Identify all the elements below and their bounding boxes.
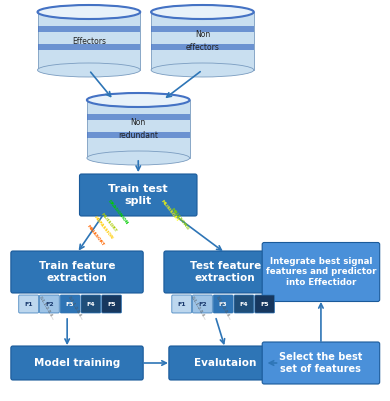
Text: MAIASORT: MAIASORT [86,224,105,247]
Text: Integrate best signal
features and predictor
into Effectidor: Integrate best signal features and predi… [266,257,376,287]
Text: effectors: effectors [186,43,219,53]
FancyBboxPatch shape [164,251,286,293]
Text: F3: F3 [219,302,227,306]
FancyBboxPatch shape [11,251,143,293]
FancyBboxPatch shape [60,295,80,313]
FancyBboxPatch shape [255,295,275,313]
Text: F4: F4 [87,302,95,306]
Text: redundant: redundant [118,132,158,140]
FancyBboxPatch shape [11,346,143,380]
Text: F3: F3 [66,302,74,306]
Text: F2: F2 [198,302,207,306]
Text: Effectors: Effectors [72,36,106,45]
Ellipse shape [37,63,140,77]
FancyBboxPatch shape [19,295,39,313]
Text: F1: F1 [177,302,186,306]
Text: Select the best
set of features: Select the best set of features [279,352,363,374]
Text: DRAGONION: DRAGONION [106,200,128,226]
Text: Train feature
extraction: Train feature extraction [39,261,115,283]
Text: Non: Non [195,30,210,38]
Bar [151,12,254,70]
Text: MLISISORT: MLISISORT [160,199,180,223]
Bar [87,114,190,120]
FancyBboxPatch shape [262,342,380,384]
Bar [151,44,254,50]
Text: Model training: Model training [34,358,120,368]
Text: 0,1,1,2,0,4,..: 0,1,1,2,0,4,.. [215,295,232,321]
Text: HOPASSION: HOPASSION [93,215,113,240]
Text: 0,1,1,2,0,4,..: 0,1,1,2,0,4,.. [37,295,55,321]
Text: F2: F2 [45,302,54,306]
Ellipse shape [87,93,190,107]
Ellipse shape [151,5,254,19]
FancyBboxPatch shape [102,295,121,313]
FancyBboxPatch shape [213,295,233,313]
Bar [151,26,254,32]
Bar [37,12,140,70]
Text: F5: F5 [261,302,269,306]
Text: MAIASONG: MAIASONG [170,207,190,231]
FancyBboxPatch shape [169,346,282,380]
Text: Evalutaion: Evalutaion [194,358,256,368]
Text: Train test
split: Train test split [108,184,168,206]
Text: 0,1,1,2,0,4,..: 0,1,1,2,0,4,.. [67,295,84,321]
Text: Non: Non [131,117,146,127]
Bar [37,26,140,32]
Text: Test feature
extraction: Test feature extraction [190,261,261,283]
Text: 0,1,1,2,0,4,..: 0,1,1,2,0,4,.. [190,295,207,321]
Text: F5: F5 [107,302,116,306]
Text: F4: F4 [239,302,248,306]
Ellipse shape [37,5,140,19]
Ellipse shape [87,151,190,165]
Bar [87,132,190,138]
FancyBboxPatch shape [234,295,254,313]
FancyBboxPatch shape [172,295,191,313]
FancyBboxPatch shape [193,295,212,313]
Ellipse shape [151,63,254,77]
Text: F1: F1 [24,302,33,306]
FancyBboxPatch shape [80,174,197,216]
FancyBboxPatch shape [39,295,59,313]
Bar [87,100,190,158]
Bar [37,44,140,50]
FancyBboxPatch shape [262,243,380,302]
FancyBboxPatch shape [81,295,101,313]
Text: MLIISORT: MLIISORT [100,212,117,233]
